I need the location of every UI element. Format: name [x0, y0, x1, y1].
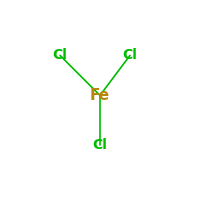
- Text: Fe: Fe: [90, 88, 110, 103]
- Text: Cl: Cl: [53, 48, 67, 62]
- Text: Cl: Cl: [93, 138, 107, 152]
- Text: Cl: Cl: [123, 48, 137, 62]
